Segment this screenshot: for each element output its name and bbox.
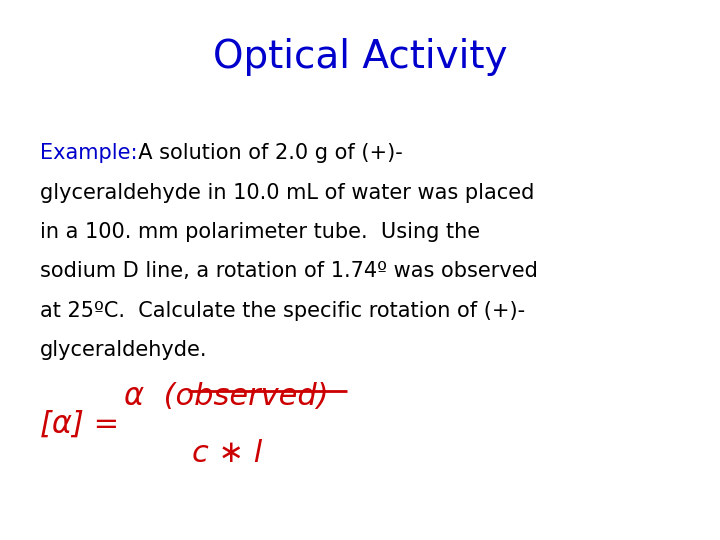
Text: [α] =: [α] = <box>40 409 128 438</box>
Text: glyceraldehyde in 10.0 mL of water was placed: glyceraldehyde in 10.0 mL of water was p… <box>40 183 534 202</box>
Text: in a 100. mm polarimeter tube.  Using the: in a 100. mm polarimeter tube. Using the <box>40 222 480 242</box>
Text: Optical Activity: Optical Activity <box>212 38 508 76</box>
Text: glyceraldehyde.: glyceraldehyde. <box>40 340 207 360</box>
Text: A solution of 2.0 g of (+)-: A solution of 2.0 g of (+)- <box>125 143 402 163</box>
Text: at 25ºC.  Calculate the specific rotation of (+)-: at 25ºC. Calculate the specific rotation… <box>40 301 525 321</box>
Text: α  (observed): α (observed) <box>125 382 329 411</box>
Text: Example:: Example: <box>40 143 137 163</box>
Text: sodium D line, a rotation of 1.74º was observed: sodium D line, a rotation of 1.74º was o… <box>40 261 537 281</box>
Text: c ∗ l: c ∗ l <box>192 439 262 468</box>
